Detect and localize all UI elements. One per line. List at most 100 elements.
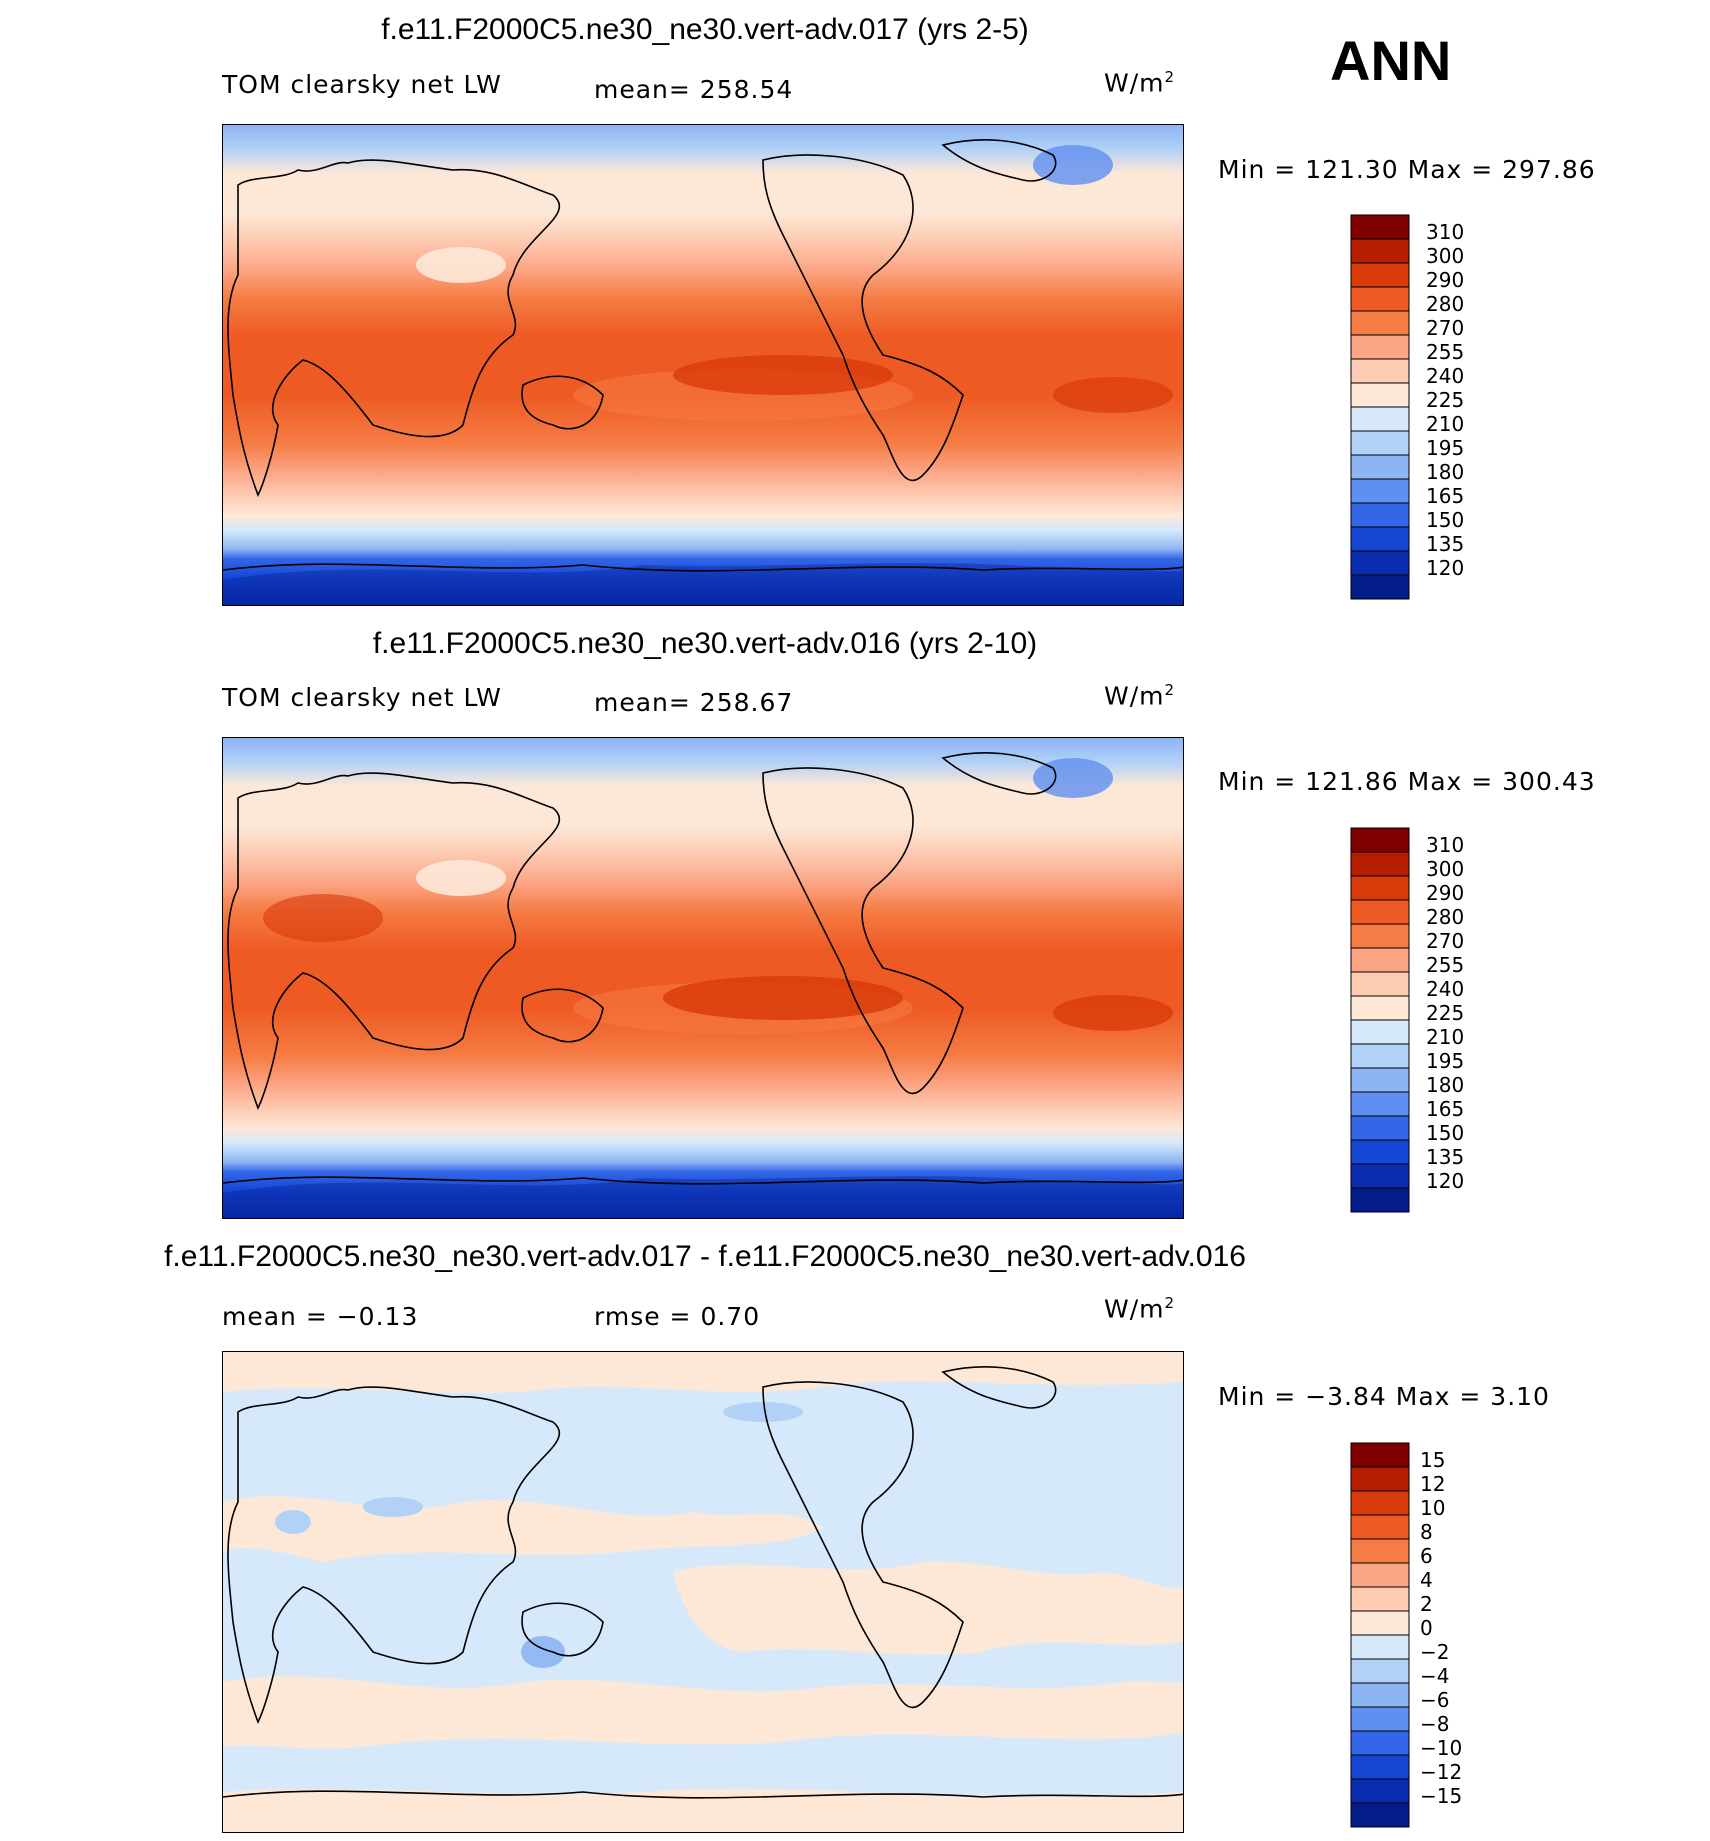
panel-1-colorbar-box	[1350, 286, 1410, 312]
panel-2-colorbar-box	[1350, 971, 1410, 997]
panel-1-level-label: 310	[1426, 220, 1465, 244]
panel-2-level-label: 225	[1426, 1001, 1465, 1025]
panel-3-mean-label: mean = −0.13	[222, 1302, 419, 1331]
panel-1-level-label: 135	[1426, 532, 1465, 556]
panel-2-level-label: 165	[1426, 1097, 1465, 1121]
panel-1-colorbar-box	[1350, 574, 1410, 600]
panel-3-colorbar-box	[1350, 1514, 1410, 1540]
panel-1-level-label: 120	[1426, 556, 1465, 580]
panel-3-level-label: −12	[1420, 1760, 1463, 1784]
panel-3-colorbar-box	[1350, 1466, 1410, 1492]
panel-3-colorbar-box	[1350, 1610, 1410, 1636]
panel-2-title: f.e11.F2000C5.ne30_ne30.vert-adv.016 (yr…	[372, 627, 1038, 660]
panel-2-colorbar-labels: 310 300 290 280 270 255 240 225 210 195 …	[1426, 833, 1486, 1193]
panel-3-colorbar-box	[1350, 1706, 1410, 1732]
panel-3-colorbar-box	[1350, 1634, 1410, 1660]
panel-2-colorbar-box	[1350, 1043, 1410, 1069]
panel-1-title: f.e11.F2000C5.ne30_ne30.vert-adv.017 (yr…	[381, 13, 1029, 46]
panel-2-level-label: 195	[1426, 1049, 1465, 1073]
panel-1-colorbar-box	[1350, 358, 1410, 384]
panel-3-level-label: 12	[1420, 1472, 1446, 1496]
panel-2-colorbar-box	[1350, 1187, 1410, 1213]
panel-2-level-label: 180	[1426, 1073, 1465, 1097]
panel-2-level-label: 135	[1426, 1145, 1465, 1169]
season-label: ANN	[1330, 29, 1452, 92]
panel-2-colorbar-box	[1350, 1163, 1410, 1189]
panel-1-variable-label: TOM clearsky net LW	[222, 70, 502, 99]
panel-3-rmse-label: rmse = 0.70	[594, 1302, 761, 1331]
panel-3-level-label: 4	[1420, 1568, 1433, 1592]
panel-3-level-label: 15	[1420, 1448, 1446, 1472]
panel-1-level-label: 195	[1426, 436, 1465, 460]
panel-2-mean-label: mean= 258.67	[594, 688, 794, 717]
panel-2-colorbar-box	[1350, 827, 1410, 853]
panel-1-colorbar-box	[1350, 406, 1410, 432]
panel-3-title: f.e11.F2000C5.ne30_ne30.vert-adv.017 - f…	[164, 1240, 1246, 1273]
panel-2-colorbar-box	[1350, 1091, 1410, 1117]
panel-1-units-label: W/m2	[1104, 68, 1176, 98]
panel-3-level-label: −2	[1420, 1640, 1450, 1664]
panel-2-variable-label: TOM clearsky net LW	[222, 683, 502, 712]
panel-1-level-label: 300	[1426, 244, 1465, 268]
panel-2-colorbar-box	[1350, 947, 1410, 973]
panel-3-colorbar-box	[1350, 1730, 1410, 1756]
panel-1-level-label: 280	[1426, 292, 1465, 316]
panel-1-minmax: Min = 121.30 Max = 297.86	[1218, 155, 1596, 184]
panel-2-level-label: 255	[1426, 953, 1465, 977]
panel-3-colorbar-labels: 15 12 10 8 6 4 2 0 −2 −4 −6 −8 −10 −12 −…	[1420, 1448, 1490, 1808]
panel-2-colorbar-box	[1350, 1139, 1410, 1165]
panel-3-colorbar-box	[1350, 1754, 1410, 1780]
panel-2-level-label: 270	[1426, 929, 1465, 953]
panel-3-level-label: −15	[1420, 1784, 1463, 1808]
panel-3-colorbar	[1350, 1442, 1410, 1828]
panel-2-level-label: 150	[1426, 1121, 1465, 1145]
panel-1-colorbar-box	[1350, 262, 1410, 288]
panel-3-level-label: 2	[1420, 1592, 1433, 1616]
panel-1-colorbar-box	[1350, 334, 1410, 360]
panel-1-mean-label: mean= 258.54	[594, 75, 794, 104]
panel-1-colorbar	[1350, 214, 1410, 600]
panel-1-colorbar-box	[1350, 550, 1410, 576]
panel-1-colorbar-box	[1350, 430, 1410, 456]
panel-3-minmax: Min = −3.84 Max = 3.10	[1218, 1382, 1550, 1411]
panel-3-colorbar-box	[1350, 1490, 1410, 1516]
panel-1-map	[222, 124, 1184, 606]
panel-1-level-label: 290	[1426, 268, 1465, 292]
panel-1-colorbar-box	[1350, 478, 1410, 504]
panel-2-level-label: 290	[1426, 881, 1465, 905]
panel-2-colorbar-box	[1350, 1115, 1410, 1141]
panel-2-colorbar	[1350, 827, 1410, 1213]
panel-2-colorbar-box	[1350, 923, 1410, 949]
panel-1-colorbar-labels: 310 300 290 280 270 255 240 225 210 195 …	[1426, 220, 1486, 580]
panel-1-level-label: 165	[1426, 484, 1465, 508]
panel-3-colorbar-box	[1350, 1682, 1410, 1708]
panel-2-units-label: W/m2	[1104, 681, 1176, 711]
panel-3-level-label: 8	[1420, 1520, 1433, 1544]
panel-3-level-label: −10	[1420, 1736, 1463, 1760]
panel-3-colorbar-box	[1350, 1442, 1410, 1468]
panel-1-colorbar-box	[1350, 214, 1410, 240]
panel-3-level-label: −4	[1420, 1664, 1450, 1688]
panel-2-colorbar-box	[1350, 1019, 1410, 1045]
panel-1-colorbar-box	[1350, 454, 1410, 480]
panel-2-level-label: 280	[1426, 905, 1465, 929]
panel-1-colorbar-box	[1350, 238, 1410, 264]
panel-3-level-label: −6	[1420, 1688, 1450, 1712]
panel-1-level-label: 225	[1426, 388, 1465, 412]
panel-2-level-label: 300	[1426, 857, 1465, 881]
panel-2-level-label: 210	[1426, 1025, 1465, 1049]
panel-2-colorbar-box	[1350, 875, 1410, 901]
panel-1-level-label: 255	[1426, 340, 1465, 364]
panel-3-level-label: 10	[1420, 1496, 1446, 1520]
panel-2-colorbar-box	[1350, 995, 1410, 1021]
panel-3-level-label: −8	[1420, 1712, 1450, 1736]
panel-2-colorbar-box	[1350, 1067, 1410, 1093]
panel-3-colorbar-box	[1350, 1802, 1410, 1828]
panel-3-colorbar-box	[1350, 1586, 1410, 1612]
panel-1-colorbar-box	[1350, 526, 1410, 552]
panel-2-colorbar-box	[1350, 899, 1410, 925]
panel-1-colorbar-box	[1350, 310, 1410, 336]
panel-1-level-label: 240	[1426, 364, 1465, 388]
panel-1-level-label: 180	[1426, 460, 1465, 484]
panel-1-colorbar-box	[1350, 502, 1410, 528]
